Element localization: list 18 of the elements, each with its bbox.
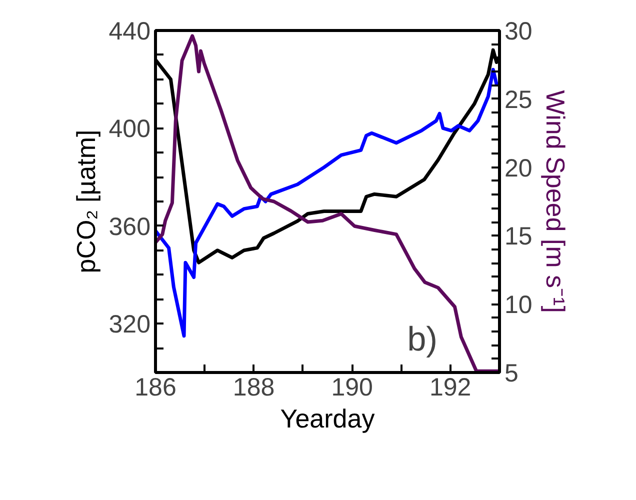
x-tick-label: 186 [134, 374, 176, 402]
y2-tick-label: 20 [504, 154, 532, 182]
y2-tick-label: 10 [504, 291, 532, 320]
x-tick-label: 192 [430, 374, 472, 402]
y2-tick-label: 25 [504, 86, 532, 114]
x-tick-label: 190 [331, 374, 373, 402]
y-tick-label: 320 [108, 310, 151, 339]
x-axis-title: Yearday [280, 404, 375, 434]
y2-tick-label: 30 [504, 18, 532, 46]
y-tick-label: 360 [108, 212, 151, 241]
annotation: b) [407, 320, 438, 358]
x-tick-label: 188 [232, 374, 275, 402]
y2-tick-label: 5 [504, 360, 518, 388]
y2-tick-label: 15 [504, 222, 532, 251]
y-tick-label: 400 [108, 115, 151, 144]
y-tick-label: 440 [108, 18, 151, 46]
y2-axis-title: Wind Speed [m s⁻¹] [540, 90, 570, 313]
y-axis-title: pCO₂ [µatm] [70, 130, 101, 274]
